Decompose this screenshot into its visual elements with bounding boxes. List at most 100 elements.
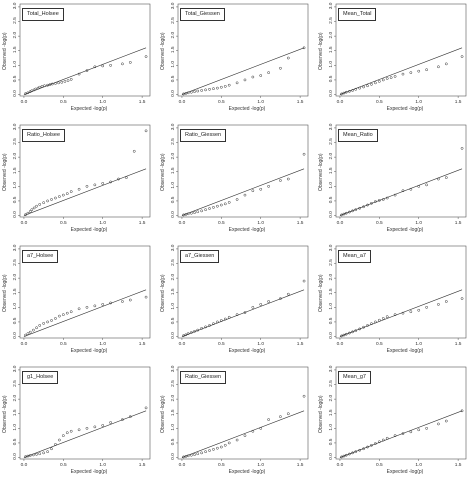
data-point: [393, 313, 397, 316]
y-tick-label: 3.0: [328, 365, 334, 372]
y-tick-label: 2.5: [12, 138, 18, 145]
data-point: [251, 305, 255, 309]
y-tick-label: 1.5: [328, 167, 334, 174]
data-point: [69, 429, 73, 433]
data-point: [117, 177, 120, 181]
y-tick-label: 2.0: [170, 273, 176, 280]
data-point: [42, 201, 45, 205]
data-point: [302, 394, 306, 398]
data-point: [340, 213, 343, 217]
y-tick-label: 1.0: [328, 303, 334, 310]
data-point: [32, 206, 36, 210]
y-axis-label: Observed -log(p): [160, 32, 166, 70]
data-point: [259, 426, 263, 430]
data-point: [358, 448, 361, 452]
y-axis-label: Observed -log(p): [160, 395, 166, 433]
data-point: [101, 182, 105, 185]
data-point: [200, 327, 203, 330]
qq-panel: 0.0 0.5 1.0 1.5 2.0 2.5 3.0 0.0 0.5 1.0 1.5 Ratio_H…: [0, 121, 158, 242]
data-point: [121, 62, 124, 66]
x-tick-label: 1.0: [99, 341, 106, 347]
data-point: [374, 320, 377, 324]
data-point: [251, 75, 255, 79]
x-tick-label: 1.0: [257, 341, 264, 347]
data-point: [212, 87, 215, 91]
data-point: [279, 66, 282, 70]
plot-frame: [177, 3, 309, 97]
y-axis-label: Observed -log(p): [318, 32, 324, 70]
reference-line: [181, 47, 305, 95]
data-point: [38, 85, 42, 89]
plot-frame: [335, 3, 467, 97]
data-point: [267, 184, 270, 188]
data-point: [354, 87, 358, 91]
data-point: [212, 322, 215, 326]
data-point: [190, 453, 193, 457]
data-point: [93, 65, 97, 69]
data-point: [208, 87, 211, 91]
data-point: [184, 333, 188, 337]
data-point: [24, 92, 27, 96]
data-point: [26, 211, 30, 215]
data-point: [444, 176, 448, 179]
data-point: [223, 317, 227, 321]
data-point: [219, 85, 223, 89]
y-tick-label: 1.5: [170, 46, 176, 53]
x-axis-label: Expected -log(p): [70, 106, 108, 112]
qq-panel: 0.0 0.5 1.0 1.5 2.0 2.5 3.0 0.0 0.5 1.0 1.5 a7_Gies…: [158, 242, 316, 363]
data-point: [184, 213, 188, 216]
data-point: [362, 447, 365, 451]
data-point: [38, 452, 42, 456]
data-point: [34, 87, 38, 91]
data-point: [212, 448, 215, 451]
data-point: [28, 330, 32, 334]
qq-plot-svg: 0.0 0.5 1.0 1.5 2.0 2.5 3.0 0.0 0.5 1.0 1.5: [328, 2, 467, 105]
data-point: [208, 324, 211, 327]
data-point: [57, 81, 60, 85]
y-tick-label: 3.0: [12, 244, 18, 251]
data-point: [200, 89, 203, 92]
y-tick-label: 3.0: [328, 123, 334, 130]
data-point: [216, 446, 219, 450]
panel-title: Ratio_Giessen: [180, 129, 227, 142]
y-tick-label: 0.0: [328, 90, 334, 97]
data-point: [182, 334, 185, 338]
panel-title: Total_Holsee: [22, 8, 64, 21]
data-point: [109, 421, 112, 424]
x-tick-label: 1.0: [415, 220, 422, 226]
qq-plot-svg: 0.0 0.5 1.0 1.5 2.0 2.5 3.0 0.0 0.5 1.0 1.5: [170, 365, 309, 468]
data-point: [28, 210, 32, 213]
y-axis-label: Observed -log(p): [318, 395, 324, 433]
panel-title: a7_Holsee: [22, 250, 59, 263]
y-tick-label: 2.5: [170, 138, 176, 145]
data-point: [77, 72, 81, 76]
y-tick-label: 0.0: [328, 332, 334, 339]
data-point: [30, 89, 34, 93]
y-tick-label: 2.5: [170, 259, 176, 266]
data-point: [65, 431, 69, 435]
data-point: [128, 298, 132, 302]
data-point: [358, 327, 361, 331]
y-tick-label: 0.0: [328, 453, 334, 460]
data-point: [409, 71, 413, 74]
panel-title: Mean_g7: [338, 371, 371, 384]
data-point: [69, 310, 73, 314]
data-point: [351, 209, 354, 213]
y-tick-label: 1.0: [12, 182, 18, 189]
data-point: [354, 329, 358, 333]
data-point: [204, 325, 207, 329]
y-axis-label: Observed -log(p): [318, 153, 324, 191]
y-axis-label: Observed -log(p): [318, 274, 324, 312]
data-point: [243, 311, 247, 314]
y-tick-label: 0.0: [170, 211, 176, 218]
data-point: [208, 449, 211, 452]
plot-frame: [19, 366, 151, 460]
qq-panel: 0.0 0.5 1.0 1.5 2.0 2.5 3.0 0.0 0.5 1.0 1.5 Mean_To…: [316, 0, 474, 121]
data-point: [101, 424, 105, 427]
y-tick-label: 1.5: [170, 409, 176, 416]
data-point: [69, 190, 73, 193]
x-axis-label: Expected -log(p): [70, 227, 108, 233]
data-point: [279, 297, 282, 300]
x-tick-label: 0.5: [218, 462, 225, 468]
data-point: [121, 418, 124, 421]
